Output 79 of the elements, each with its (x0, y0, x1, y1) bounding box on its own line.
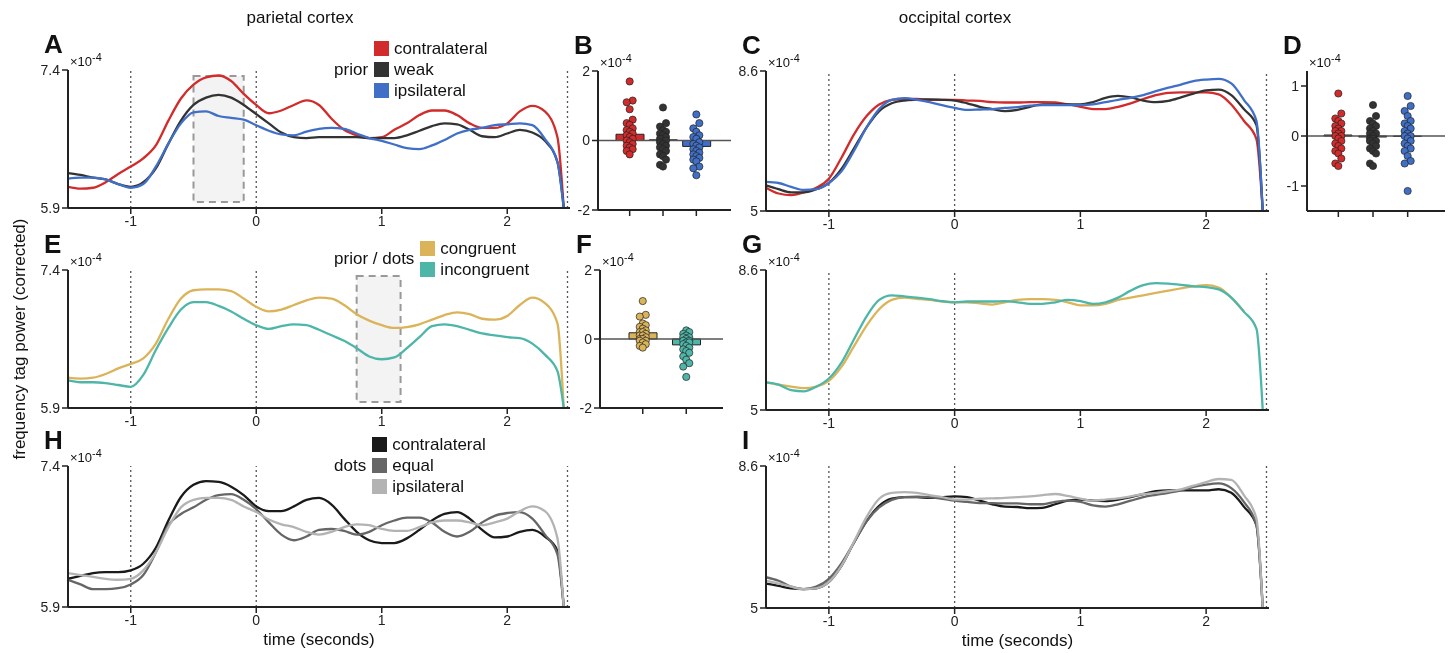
legend-label: contralateral (392, 434, 486, 455)
text: ×10$^{-4}$ (70, 446, 102, 466)
legend-title: prior (334, 59, 369, 80)
x-tick-label: 1 (1076, 612, 1085, 629)
legend-label: ipsilateral (392, 476, 464, 497)
text: B (574, 30, 593, 60)
y-tick-label: 5 (750, 599, 759, 616)
y-tick-label: 1 (1291, 77, 1300, 94)
y-tick-label: 5.9 (40, 399, 61, 416)
x-tick-label: -1 (124, 212, 138, 229)
y-tick-label: 5 (750, 202, 759, 219)
x-tick-label: 1 (1076, 215, 1085, 232)
y-tick-label: -2 (579, 399, 593, 416)
text: C (742, 30, 761, 60)
y-tick-label: 5.9 (40, 598, 61, 615)
y-tick-label: 2 (584, 261, 593, 278)
y-tick-label: 8.6 (738, 261, 759, 278)
text: G (742, 229, 763, 259)
x-tick-label: -1 (124, 611, 138, 628)
text: ×10$^{-4}$ (1309, 51, 1341, 71)
legend-title: dots (334, 455, 367, 476)
x-tick-label: 2 (503, 611, 512, 628)
text: ×10$^{-4}$ (768, 51, 800, 71)
text: ×10$^{-4}$ (600, 51, 632, 71)
x-tick-label: -1 (124, 412, 138, 429)
y-tick-label: 0 (584, 330, 593, 347)
x-tick-label: 0 (252, 212, 261, 229)
x-tick-label: 1 (377, 611, 386, 628)
y-tick-label: 5.9 (40, 199, 61, 216)
text: ×10$^{-4}$ (70, 250, 102, 270)
x-tick-label: 2 (503, 412, 512, 429)
x-tick-label: 2 (503, 212, 512, 229)
text: H (44, 425, 63, 455)
legend-label: congruent (440, 238, 516, 259)
chart-title: parietal cortex (245, 8, 355, 28)
legend-label: incongruent (440, 259, 530, 280)
y-tick-label: -1 (1286, 177, 1300, 194)
text: ×10$^{-4}$ (70, 50, 102, 70)
chart-title: occipital cortex (897, 8, 1013, 28)
x-tick-label: 1 (377, 412, 386, 429)
y-tick-label: 8.6 (738, 62, 759, 79)
x-tick-label: 2 (1202, 414, 1211, 431)
y-axis-title: frequency tag power (corrected) (9, 217, 30, 462)
legend-title: prior / dots (334, 249, 415, 269)
legend-label: ipsilateral (394, 80, 466, 101)
x-tick-label: 2 (1202, 612, 1211, 629)
legend-label: weak (394, 59, 434, 80)
text: E (44, 229, 62, 259)
x-tick-label: 0 (950, 612, 959, 629)
y-tick-label: 0 (1291, 127, 1300, 144)
x-tick-label: 0 (950, 215, 959, 232)
text: A (44, 29, 63, 59)
y-tick-label: 2 (582, 62, 591, 79)
y-tick-label: 7.4 (40, 61, 61, 78)
text: I (742, 425, 750, 455)
y-tick-label: 0 (582, 132, 591, 149)
x-axis-title: time (seconds) (960, 630, 1075, 652)
y-tick-label: 7.4 (40, 261, 61, 278)
x-tick-label: 0 (252, 412, 261, 429)
text: F (576, 229, 592, 259)
y-tick-label: 5 (750, 401, 759, 418)
x-tick-label: 1 (1076, 414, 1085, 431)
x-tick-label: 0 (252, 611, 261, 628)
x-tick-label: 1 (377, 212, 386, 229)
y-tick-label: 7.4 (40, 457, 61, 474)
x-tick-label: -1 (822, 612, 836, 629)
x-tick-label: 0 (950, 414, 959, 431)
x-tick-label: -1 (822, 215, 836, 232)
text: ×10$^{-4}$ (768, 446, 800, 466)
y-tick-label: 8.6 (738, 457, 759, 474)
legend-label: equal (392, 455, 434, 476)
x-tick-label: -1 (822, 414, 836, 431)
text: D (1283, 30, 1302, 60)
y-tick-label: -2 (577, 201, 591, 218)
x-axis-title: time (seconds) (262, 629, 376, 651)
text: ×10$^{-4}$ (768, 250, 800, 270)
legend-label: contralateral (394, 38, 488, 59)
text: ×10$^{-4}$ (602, 250, 634, 270)
x-tick-label: 2 (1202, 215, 1211, 232)
